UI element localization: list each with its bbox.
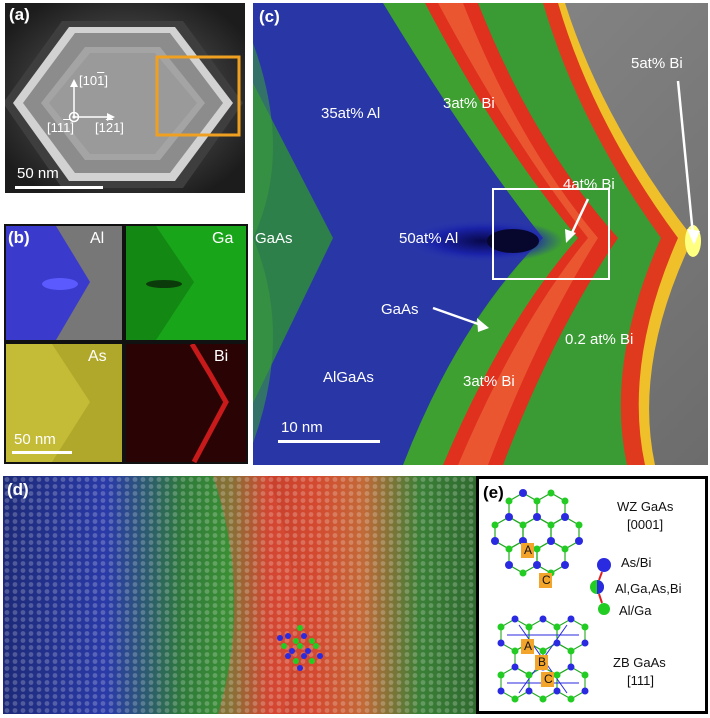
- al-ga-atom-icon: [598, 603, 610, 615]
- overlaid-zb-model: [277, 625, 323, 671]
- as-bi-atom-icon: [597, 558, 611, 572]
- panel-b-label: (b): [8, 228, 30, 247]
- eds-elemental-maps: [4, 224, 248, 464]
- wz-stack-label-a: A: [524, 543, 533, 557]
- map-label-al: Al: [90, 230, 105, 247]
- panel-e-crystal-models: (e) WZ GaAs [0001] As/Bi Al,Ga,As,Bi Al/…: [476, 476, 708, 714]
- map-label-ga: Ga: [212, 230, 234, 247]
- panel-d-label: (d): [7, 480, 29, 499]
- legend-mixed: Al,Ga,As,Bi: [615, 581, 682, 596]
- out-of-plane-axis-icon: [68, 111, 80, 123]
- annotation-35at-al: 35at% Al: [321, 105, 381, 122]
- core-region: [49, 53, 197, 154]
- annotation-50at-al: 50at% Al: [399, 230, 459, 247]
- zoom-region-box: [492, 188, 610, 280]
- annotation-algaas: AlGaAs: [323, 369, 374, 386]
- panel-e-label: (e): [483, 483, 504, 502]
- legend-al-ga: Al/Ga: [619, 603, 652, 618]
- panel-b-eds-maps: (b) Al Ga As Bi 50 nm: [4, 224, 248, 464]
- annotation-gaas-left: GaAs: [255, 230, 293, 247]
- scale-bar-label: 50 nm: [17, 165, 59, 182]
- wz-stack-label-c: C: [542, 573, 551, 587]
- atomic-lattice-image: [3, 476, 477, 714]
- annotation-gaas-middle: GaAs: [381, 301, 419, 318]
- crystal-structure-diagrams: [491, 489, 611, 703]
- map-label-bi: Bi: [214, 348, 229, 365]
- zb-stack-label-c: C: [544, 672, 553, 686]
- legend-as-bi: As/Bi: [621, 555, 652, 570]
- composition-overlay: [253, 3, 708, 465]
- algaas-core: [253, 3, 543, 465]
- annotation-4at-bi: 4at% Bi: [563, 176, 615, 193]
- map-label-as: As: [88, 348, 107, 365]
- scale-bar-label: 50 nm: [14, 431, 56, 448]
- annotation-0-2at-bi: 0.2 at% Bi: [565, 331, 634, 348]
- zb-stack-label-a: A: [524, 639, 533, 653]
- scale-bar: [12, 451, 72, 454]
- direction-label-up: [101]: [79, 73, 108, 88]
- zb-stack-label-b: B: [538, 655, 547, 669]
- zb-direction: [111]: [627, 673, 654, 688]
- panel-c-composition-map: (c) 35at% Al 3at% Bi 5at% Bi 4at% Bi GaA…: [253, 3, 708, 465]
- nanowire-cross-section: [5, 3, 245, 193]
- scale-bar: [278, 440, 380, 443]
- direction-label-right: [121]: [95, 120, 124, 135]
- annotation-5at-bi: 5at% Bi: [631, 55, 683, 72]
- panel-a-haadf-image: (a) [101] [121] [111] 50 nm: [5, 3, 245, 193]
- region-of-interest-box: [155, 55, 241, 137]
- annotation-3at-bi-bottom: 3at% Bi: [463, 373, 515, 390]
- scale-bar-label: 10 nm: [281, 419, 323, 436]
- direction-label-origin: [111]: [47, 120, 75, 135]
- zb-title: ZB GaAs: [613, 655, 666, 670]
- wz-title: WZ GaAs: [617, 499, 674, 514]
- wz-direction: [0001]: [627, 517, 664, 532]
- panel-c-label: (c): [259, 7, 280, 26]
- scale-bar: [15, 186, 103, 189]
- panel-a-label: (a): [9, 5, 30, 24]
- panel-d-atomic-resolution-image: (d): [3, 476, 477, 714]
- annotation-3at-bi-top: 3at% Bi: [443, 95, 495, 112]
